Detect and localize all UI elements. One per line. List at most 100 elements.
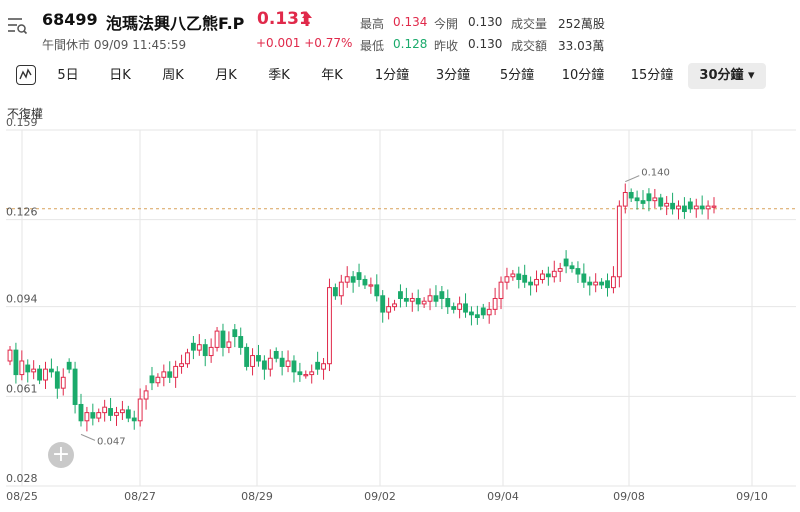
prev-close-label: 昨收 xyxy=(434,39,459,53)
turnover-value: 33.03萬 xyxy=(558,39,605,53)
tab-daily-k[interactable]: 日K xyxy=(109,68,131,83)
price-change: +0.001 +0.77% xyxy=(256,36,353,50)
candle-body xyxy=(31,368,37,373)
tab-yearly-k[interactable]: 年K xyxy=(321,68,343,83)
candle-body xyxy=(439,291,445,299)
tab-5-day[interactable]: 5日 xyxy=(57,68,79,83)
candle-body xyxy=(250,355,255,367)
candle-body xyxy=(238,336,244,348)
x-tick-label: 08/25 xyxy=(6,490,38,503)
candle-body xyxy=(516,273,522,280)
list-search-icon[interactable] xyxy=(6,14,28,36)
tab-5-min[interactable]: 5分鐘 xyxy=(499,68,535,83)
candle-body xyxy=(256,355,261,362)
low-label: 最低 xyxy=(360,39,385,53)
candle-body xyxy=(261,360,267,370)
candle-body xyxy=(179,363,184,367)
candle-body xyxy=(486,308,492,316)
candle-body xyxy=(540,273,545,280)
high-label: 最高 xyxy=(360,17,385,31)
add-indicator-button[interactable]: + xyxy=(48,442,74,468)
candle-body xyxy=(563,258,569,267)
candle-body xyxy=(398,291,403,299)
candle-body xyxy=(670,202,676,210)
high-value: 0.134 xyxy=(393,15,428,29)
candle-body xyxy=(474,314,480,319)
x-tick-label: 08/27 xyxy=(124,490,156,503)
candle-body xyxy=(510,273,516,278)
candle-body xyxy=(676,205,681,210)
market-status: 午間休市 09/09 11:45:59 xyxy=(42,38,187,52)
candle-body xyxy=(279,357,285,367)
candle-body xyxy=(244,346,250,367)
candle-body xyxy=(463,303,468,313)
x-tick-label: 09/04 xyxy=(487,490,519,503)
y-tick-label: 0.028 xyxy=(6,472,38,485)
candle-body xyxy=(492,297,498,310)
volume-label: 成交量 xyxy=(511,17,548,31)
candle-body xyxy=(658,197,664,207)
candle-body xyxy=(344,276,350,283)
candle-body xyxy=(368,284,374,287)
y-tick-label: 0.126 xyxy=(6,206,38,219)
annotation-leader xyxy=(80,433,96,441)
candle-body xyxy=(451,306,457,310)
candle-body xyxy=(575,268,581,275)
high-annotation: 0.140 xyxy=(641,168,670,179)
tab-monthly-k[interactable]: 月K xyxy=(215,68,237,83)
candle-body xyxy=(664,202,670,207)
candle-body xyxy=(48,368,54,373)
tab-1-min[interactable]: 1分鐘 xyxy=(374,68,410,83)
candle-body xyxy=(13,349,19,376)
open-value: 0.130 xyxy=(468,15,503,29)
candle-body xyxy=(350,276,356,283)
stock-name: 泡瑪法興八乙熊F.P xyxy=(106,14,245,33)
candle-body xyxy=(84,412,90,422)
candle-body xyxy=(528,281,534,286)
candle-body xyxy=(545,273,551,278)
candle-body xyxy=(190,342,196,351)
candle-body xyxy=(611,276,616,289)
candle-body xyxy=(599,281,605,286)
tab-15-min[interactable]: 15分鐘 xyxy=(630,68,674,83)
candle-body xyxy=(534,278,539,286)
candle-body xyxy=(409,297,415,302)
line-chart-icon[interactable] xyxy=(16,65,36,85)
candle-body xyxy=(303,374,309,377)
candle-body xyxy=(220,330,226,348)
candlestick-chart[interactable]: 0.159 0.126 0.094 0.061 0.028 08/25 08/27 08/29… xyxy=(0,118,800,512)
candle-body xyxy=(196,344,202,351)
candle-body xyxy=(108,408,113,416)
tab-weekly-k[interactable]: 周K xyxy=(162,68,184,83)
candle-body xyxy=(131,417,137,422)
candle-body xyxy=(19,360,25,376)
candle-body xyxy=(114,412,119,416)
candle-body xyxy=(7,349,13,362)
candle-body xyxy=(143,390,149,400)
candle-body xyxy=(338,281,344,297)
candle-body xyxy=(54,371,60,389)
candle-body xyxy=(628,192,634,199)
candle-body xyxy=(362,278,368,286)
price-adjustment-label: 不復權 xyxy=(7,107,44,121)
candle-body xyxy=(616,205,622,278)
tab-quarterly-k[interactable]: 季K xyxy=(268,68,290,83)
candle-body xyxy=(498,281,504,299)
candle-body xyxy=(321,363,326,370)
candle-body xyxy=(226,341,232,348)
candle-body xyxy=(125,409,131,419)
low-annotation: 0.047 xyxy=(97,436,126,447)
tab-10-min[interactable]: 10分鐘 xyxy=(561,68,605,83)
candle-body xyxy=(587,281,593,286)
candle-body xyxy=(291,360,297,373)
candle-body xyxy=(557,268,563,272)
tab-30-min-dropdown[interactable]: 30分鐘 ▾ xyxy=(688,63,766,89)
candle-body xyxy=(315,361,321,370)
quote-header: 68499 泡瑪法興八乙熊F.P 0.131 午間休市 09/09 11:45:… xyxy=(0,0,800,60)
candle-body xyxy=(25,364,31,373)
candle-body xyxy=(66,361,72,370)
candle-body xyxy=(185,352,190,365)
tab-3-min[interactable]: 3分鐘 xyxy=(435,68,471,83)
stock-code: 68499 xyxy=(42,10,98,29)
x-tick-label: 09/10 xyxy=(736,490,768,503)
